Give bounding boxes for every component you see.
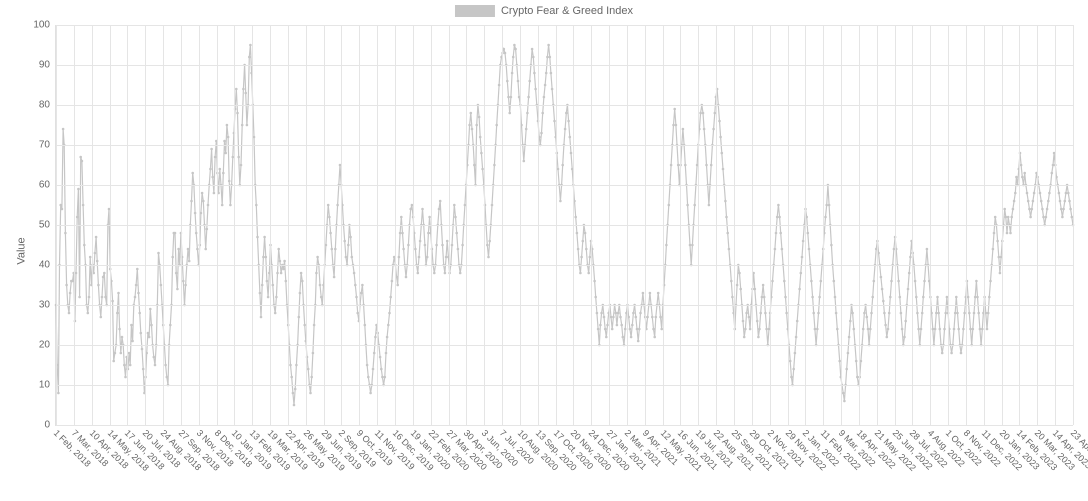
gridline-h (56, 345, 1073, 346)
gridline-v (859, 25, 860, 425)
gridline-v (788, 25, 789, 425)
gridline-h (56, 105, 1073, 106)
gridline-v (92, 25, 93, 425)
gridline-v (627, 25, 628, 425)
ytick: 30 (39, 300, 56, 311)
gridline-v (805, 25, 806, 425)
gridline-h (56, 225, 1073, 226)
gridline-v (1002, 25, 1003, 425)
gridline-v (966, 25, 967, 425)
gridline-v (895, 25, 896, 425)
gridline-v (502, 25, 503, 425)
gridline-v (1055, 25, 1056, 425)
ytick: 20 (39, 340, 56, 351)
gridline-v (270, 25, 271, 425)
gridline-v (1073, 25, 1074, 425)
legend-swatch (455, 5, 495, 17)
gridline-v (698, 25, 699, 425)
gridline-v (520, 25, 521, 425)
ytick: 90 (39, 60, 56, 71)
gridline-v (163, 25, 164, 425)
gridline-v (663, 25, 664, 425)
gridline-v (74, 25, 75, 425)
gridline-v (877, 25, 878, 425)
gridline-h (56, 425, 1073, 426)
gridline-v (377, 25, 378, 425)
gridline-v (573, 25, 574, 425)
chart-legend: Crypto Fear & Greed Index (455, 5, 633, 17)
gridline-v (234, 25, 235, 425)
gridline-v (1037, 25, 1038, 425)
gridline-v (395, 25, 396, 425)
gridline-v (930, 25, 931, 425)
legend-label: Crypto Fear & Greed Index (501, 5, 633, 17)
ytick: 50 (39, 220, 56, 231)
gridline-v (984, 25, 985, 425)
gridline-h (56, 65, 1073, 66)
chart-container: Crypto Fear & Greed Index Value 01020304… (0, 0, 1088, 501)
gridline-v (609, 25, 610, 425)
gridline-v (145, 25, 146, 425)
gridline-v (752, 25, 753, 425)
gridline-v (56, 25, 57, 425)
ytick: 0 (44, 420, 56, 431)
gridline-v (484, 25, 485, 425)
plot-area: 01020304050607080901001 Feb, 20187 Mar, … (55, 25, 1073, 426)
ytick: 60 (39, 180, 56, 191)
gridline-v (716, 25, 717, 425)
gridline-v (591, 25, 592, 425)
ytick: 100 (33, 20, 56, 31)
ytick: 10 (39, 380, 56, 391)
gridline-h (56, 25, 1073, 26)
gridline-v (306, 25, 307, 425)
gridline-v (341, 25, 342, 425)
ytick: 80 (39, 100, 56, 111)
gridline-v (413, 25, 414, 425)
gridline-h (56, 265, 1073, 266)
gridline-v (466, 25, 467, 425)
gridline-v (823, 25, 824, 425)
gridline-v (217, 25, 218, 425)
gridline-v (1019, 25, 1020, 425)
gridline-v (288, 25, 289, 425)
gridline-v (734, 25, 735, 425)
gridline-v (538, 25, 539, 425)
gridline-h (56, 145, 1073, 146)
gridline-v (127, 25, 128, 425)
gridline-v (841, 25, 842, 425)
gridline-v (359, 25, 360, 425)
gridline-v (324, 25, 325, 425)
gridline-v (252, 25, 253, 425)
gridline-v (556, 25, 557, 425)
gridline-v (948, 25, 949, 425)
gridline-h (56, 185, 1073, 186)
gridline-v (181, 25, 182, 425)
gridline-v (645, 25, 646, 425)
ytick: 70 (39, 140, 56, 151)
gridline-h (56, 385, 1073, 386)
gridline-v (912, 25, 913, 425)
gridline-v (680, 25, 681, 425)
y-axis-label: Value (16, 237, 28, 264)
gridline-v (431, 25, 432, 425)
gridline-v (449, 25, 450, 425)
gridline-v (110, 25, 111, 425)
gridline-v (199, 25, 200, 425)
ytick: 40 (39, 260, 56, 271)
gridline-h (56, 305, 1073, 306)
gridline-v (770, 25, 771, 425)
